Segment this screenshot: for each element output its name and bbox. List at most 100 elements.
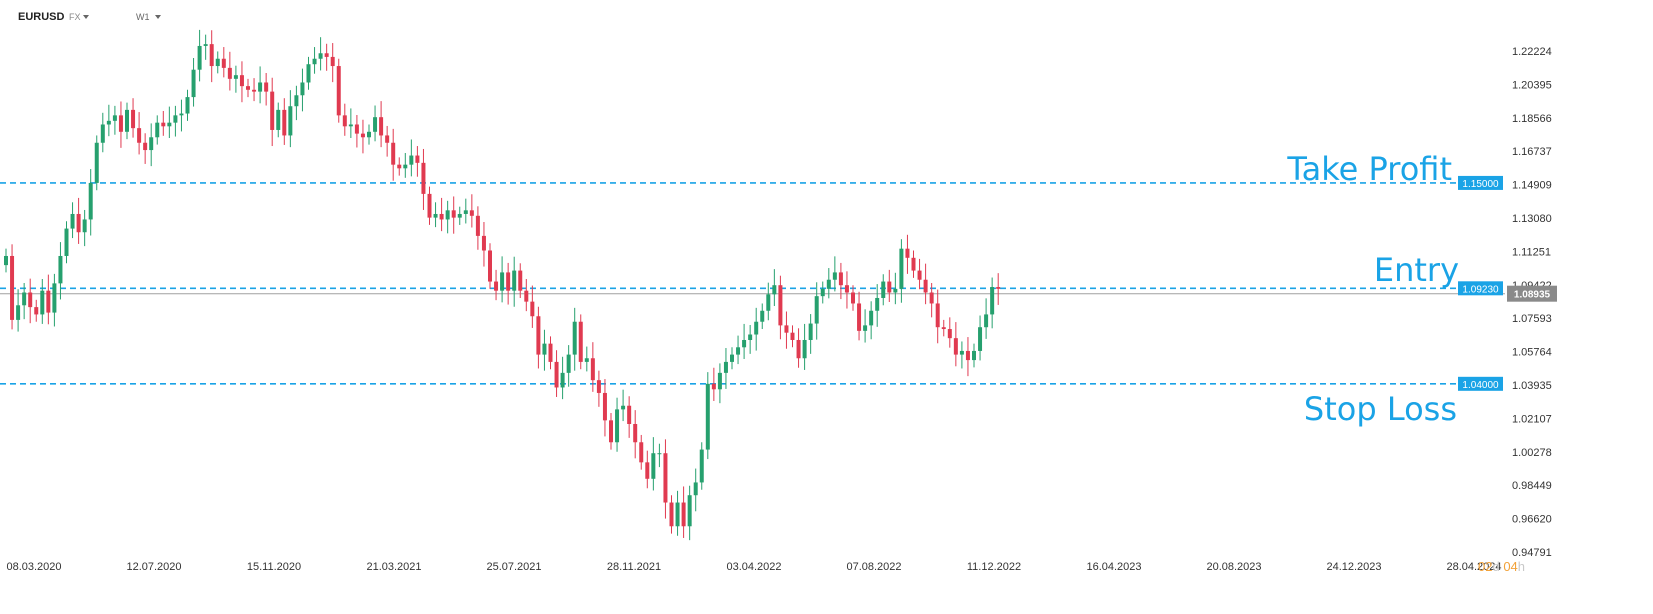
candle-body <box>288 106 293 136</box>
candle-body <box>167 122 172 127</box>
candle-body <box>70 213 75 229</box>
time-tick-label: 28.04.2024 <box>1446 561 1501 573</box>
candle-body <box>542 343 547 355</box>
timeframe-label[interactable]: W1 <box>136 12 150 22</box>
time-tick-label: 07.08.2022 <box>846 561 901 573</box>
candle-body <box>106 120 111 125</box>
candle-body <box>318 53 323 59</box>
candle-body <box>239 75 244 87</box>
candle-body <box>693 482 698 496</box>
candle-body <box>736 347 741 355</box>
price-tick-label: 1.03935 <box>1512 380 1552 392</box>
candle-body <box>379 117 384 136</box>
time-tick-label: 03.04.2022 <box>726 561 781 573</box>
candle-body <box>844 285 849 293</box>
candle-body <box>875 297 880 311</box>
candle-body <box>615 409 620 443</box>
candle-body <box>28 292 33 308</box>
candle-body <box>651 453 656 479</box>
candle-body <box>125 109 129 132</box>
candle-body <box>58 255 63 284</box>
candle-body <box>282 109 287 136</box>
bar-countdown: 02d 04h <box>1478 559 1525 574</box>
candle-body <box>488 250 492 282</box>
candle-body <box>373 117 378 132</box>
candle-body <box>548 343 553 362</box>
candle-body <box>687 495 692 527</box>
candle-body <box>947 329 952 339</box>
level-badge-take-profit <box>1458 175 1503 190</box>
chart-toolbar: EURUSD FX W1 <box>0 0 600 34</box>
candle-body <box>590 358 595 381</box>
candle-body <box>348 124 353 127</box>
level-badge-text-entry: 1.09230 <box>1462 284 1499 295</box>
candle-body <box>633 423 638 443</box>
candle-body <box>264 82 269 92</box>
price-tick-label: 1.02107 <box>1512 413 1552 425</box>
candle-body <box>336 66 341 116</box>
symbol-label[interactable]: EURUSD <box>18 11 65 23</box>
market-label: FX <box>69 12 81 22</box>
price-tick-label: 1.18566 <box>1512 113 1552 125</box>
candle-body <box>917 270 922 280</box>
price-tick-label: 1.16737 <box>1512 146 1552 158</box>
level-badge-entry <box>1458 281 1503 296</box>
candle-body <box>46 290 51 313</box>
candle-body <box>131 109 136 129</box>
candle-body <box>252 89 257 92</box>
candle-body <box>530 301 535 317</box>
price-tick-label: 1.22224 <box>1512 46 1552 58</box>
candle-body <box>857 303 862 331</box>
candle-body <box>723 361 728 373</box>
candle-body <box>512 270 517 291</box>
candle-body <box>185 97 190 114</box>
level-label-stop-loss: Stop Loss <box>1304 390 1457 428</box>
candle-body <box>161 122 166 127</box>
candle-body <box>935 303 940 328</box>
countdown-days: 02 <box>1478 559 1493 574</box>
candle-body <box>990 287 995 315</box>
candle-body <box>258 82 263 92</box>
candle-body <box>451 210 456 218</box>
candle-body <box>342 115 347 127</box>
candle-body <box>203 44 208 46</box>
candle-body <box>996 287 1001 289</box>
candle-body <box>427 193 432 218</box>
candle-body <box>22 292 27 306</box>
candle-body <box>354 124 359 134</box>
candle-body <box>578 321 583 362</box>
candle-body <box>536 316 541 355</box>
price-tick-label: 1.13080 <box>1512 213 1552 225</box>
candle-body <box>790 332 795 340</box>
timeframe-dropdown-chevron-icon[interactable] <box>155 15 161 19</box>
candle-body <box>4 255 8 266</box>
candle-body <box>560 372 565 388</box>
candle-body <box>403 164 408 169</box>
candle-body <box>965 350 970 361</box>
candle-body <box>191 69 196 98</box>
candle-body <box>118 115 123 132</box>
candle-body <box>16 305 21 320</box>
candle-body <box>76 213 81 233</box>
candle-body <box>742 339 747 348</box>
candle-body <box>959 350 964 355</box>
candle-body <box>554 361 559 388</box>
candle-body <box>711 383 716 390</box>
candle-body <box>784 325 789 333</box>
candle-body <box>40 290 45 315</box>
candle-body <box>112 115 117 121</box>
candle-body <box>82 219 87 233</box>
candle-body <box>609 420 613 443</box>
candle-body <box>209 44 214 67</box>
candle-body <box>64 228 69 256</box>
symbol-dropdown-chevron-icon[interactable] <box>83 15 89 19</box>
current-price-badge-text: 1.08935 <box>1514 290 1551 301</box>
candle-body <box>730 354 734 362</box>
candle-body <box>10 255 15 320</box>
candle-body <box>173 115 178 123</box>
candle-body <box>221 58 226 68</box>
candle-body <box>621 405 626 410</box>
candle-body <box>838 272 843 286</box>
candle-body <box>766 294 771 311</box>
